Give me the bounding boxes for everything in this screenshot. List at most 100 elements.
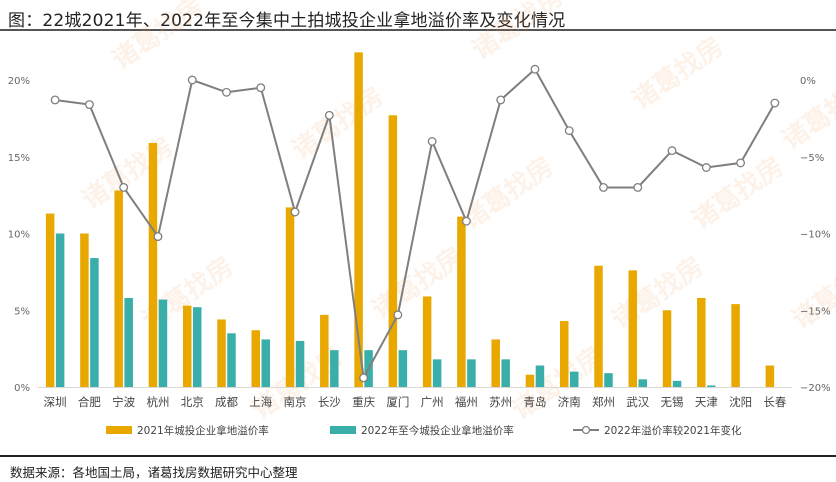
bar-2021 — [422, 296, 432, 387]
bar-2022 — [707, 385, 716, 387]
bar-2022 — [604, 373, 613, 387]
line-marker — [359, 373, 369, 383]
watermark-text: 诸葛找房 — [457, 151, 559, 235]
line-marker — [187, 75, 197, 85]
x-axis-label: 厦门 — [386, 395, 409, 409]
x-axis-label: 广州 — [421, 395, 444, 409]
bar-2021 — [559, 320, 569, 387]
chart-title: 图：22城2021年、2022年至今集中土拍城投企业拿地溢价率及变化情况 — [8, 11, 566, 31]
bar-2021 — [388, 115, 398, 388]
bar-2022 — [672, 380, 682, 387]
line-marker — [633, 182, 643, 192]
legend: 2021年城投企业拿地溢价率 2022年至今城投企业拿地溢价率 2022年溢价率较2… — [106, 424, 742, 437]
x-axis-label: 郑州 — [592, 395, 615, 409]
legend-label: 2021年城投企业拿地溢价率 — [137, 424, 269, 437]
bar-2021 — [45, 213, 55, 387]
line-marker — [770, 98, 780, 108]
x-axis-label: 杭州 — [146, 395, 169, 409]
x-axis-label: 长春 — [763, 395, 786, 409]
bar-series — [45, 52, 775, 388]
bar-2022 — [638, 379, 648, 387]
line-marker — [564, 126, 574, 136]
line-marker — [530, 64, 540, 74]
bar-2022 — [330, 350, 339, 387]
line-marker — [84, 100, 94, 110]
x-axis-label: 北京 — [181, 395, 204, 409]
legend-swatch — [106, 426, 132, 434]
x-axis-label: 福州 — [455, 395, 478, 409]
x-axis-label: 上海 — [249, 395, 272, 409]
legend-swatch — [330, 426, 356, 434]
x-axis-label: 武汉 — [626, 395, 649, 409]
line-marker — [153, 232, 163, 242]
bar-2021 — [491, 339, 500, 387]
x-axis-label: 长沙 — [318, 395, 341, 409]
bar-2022 — [432, 359, 442, 387]
title-divider — [0, 29, 836, 31]
watermark-text: 诸葛找房 — [77, 131, 179, 215]
x-axis-label: 沈阳 — [729, 395, 752, 409]
bar-2021 — [697, 297, 706, 387]
x-axis-label: 苏州 — [489, 395, 512, 409]
x-axis-label: 成都 — [215, 395, 238, 409]
legend-label: 2022年溢价率较2021年变化 — [604, 424, 742, 437]
watermark-text: 诸葛找房 — [507, 341, 609, 425]
right-axis: −20% −15% −10% −5% 0% — [800, 76, 831, 394]
bar-2021 — [80, 233, 89, 387]
x-axis-label: 无锡 — [661, 395, 684, 409]
bar-2021 — [594, 265, 603, 387]
bar-2021 — [628, 270, 638, 387]
watermark-text: 诸葛找房 — [467, 0, 569, 66]
left-tick-label: 15% — [8, 153, 30, 164]
legend-marker-icon — [581, 425, 591, 435]
line-marker — [222, 87, 231, 97]
bar-2022 — [55, 233, 65, 387]
source-note: 数据来源：各地国土局，诸葛找房数据研究中心整理 — [10, 465, 298, 480]
footer-divider — [0, 455, 836, 457]
bar-2021 — [457, 216, 466, 387]
bar-2022 — [467, 359, 476, 387]
line-marker — [290, 207, 300, 217]
line-marker — [427, 136, 437, 146]
bar-2021 — [251, 330, 261, 387]
x-axis-label: 深圳 — [44, 395, 67, 409]
bar-2021 — [217, 319, 226, 387]
line-marker — [324, 110, 334, 120]
watermark-text: 诸葛找房 — [107, 0, 209, 76]
bar-2021 — [320, 314, 329, 387]
bar-2021 — [765, 365, 775, 387]
bar-2022 — [535, 365, 545, 387]
x-axis-label: 合肥 — [78, 395, 101, 409]
bar-2021 — [182, 305, 192, 387]
watermark-text: 诸葛找房 — [787, 251, 836, 335]
bar-2022 — [227, 333, 236, 387]
bar-2022 — [192, 307, 202, 387]
left-axis: 0% 5% 10% 15% 20% — [8, 76, 30, 394]
line-marker — [119, 182, 129, 192]
bar-2021 — [662, 310, 672, 387]
x-axis-label: 宁波 — [112, 395, 135, 409]
left-tick-label: 10% — [8, 230, 30, 241]
right-tick-label: −10% — [800, 230, 831, 241]
right-tick-label: 0% — [800, 76, 816, 87]
bar-2022 — [398, 350, 408, 387]
bar-2021 — [148, 142, 158, 387]
line-series — [50, 64, 780, 383]
line-marker — [393, 310, 403, 320]
line-marker — [496, 95, 506, 105]
watermark-text: 诸葛找房 — [627, 31, 729, 115]
legend-label: 2022年至今城投企业拿地溢价率 — [361, 424, 514, 437]
x-axis-labels: 深圳 合肥 宁波 杭州 北京 成都 上海 南京 长沙 重庆 厦门 广州 福州 苏州 青岛 济南 郑州 武汉 无锡 天津… — [44, 395, 787, 409]
bar-2022 — [261, 339, 271, 387]
line-marker — [599, 182, 608, 192]
bar-2021 — [731, 304, 740, 387]
bar-2022 — [158, 299, 168, 387]
change-line — [55, 67, 776, 381]
bar-2022 — [501, 359, 510, 387]
watermark-text: 诸葛找房 — [607, 251, 709, 335]
bar-2022 — [569, 371, 579, 387]
bar-2022 — [295, 340, 305, 387]
line-marker — [50, 95, 60, 105]
line-marker — [256, 83, 266, 93]
